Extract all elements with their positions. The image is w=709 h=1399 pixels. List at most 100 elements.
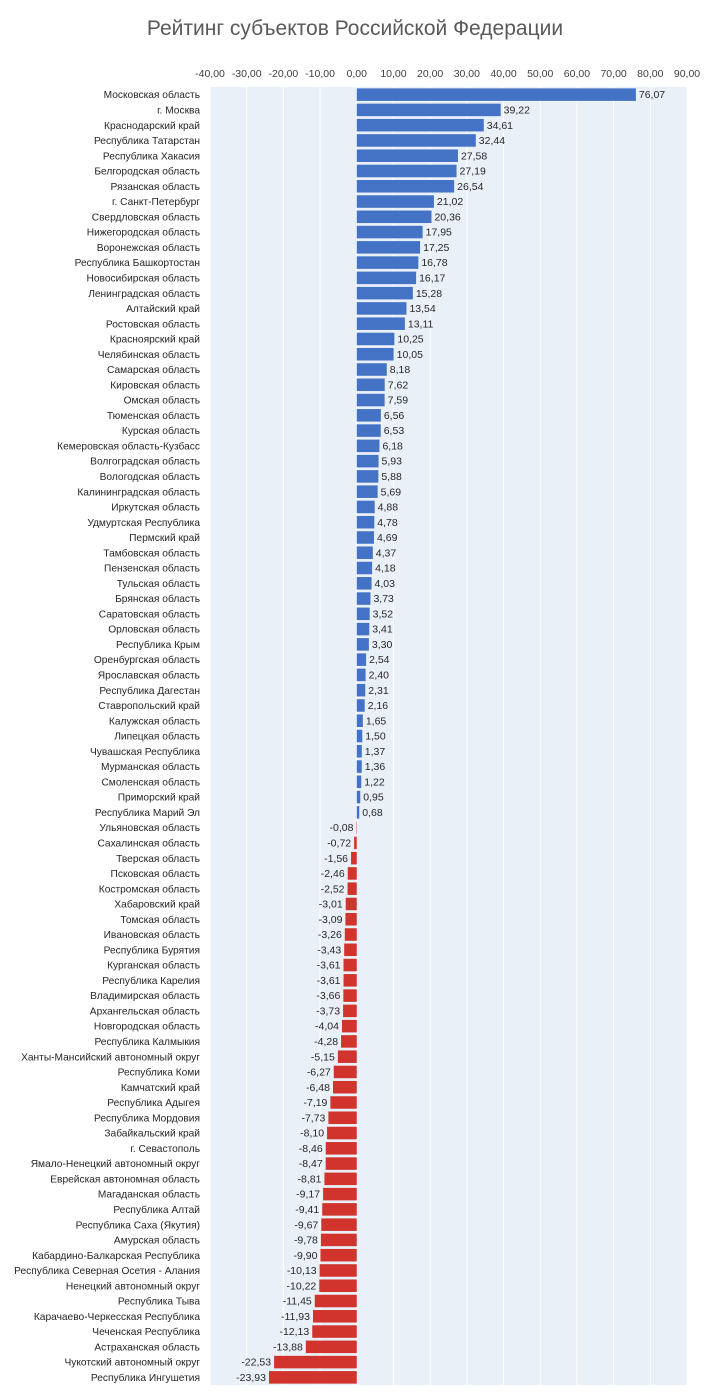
bar [320,1248,357,1262]
bar [356,409,381,422]
data-label: 10,05 [397,349,423,361]
bar [324,1172,357,1186]
data-label: 2,16 [368,700,389,712]
data-label: -3,61 [317,960,341,972]
category-label: Ярославская область [98,670,200,682]
data-label: 1,36 [365,761,386,773]
category-label: Республика Бурятия [104,944,200,956]
data-label: 4,78 [377,517,398,529]
category-label: Волгоградская область [90,456,200,468]
data-label: -0,08 [330,822,354,834]
data-label: -10,13 [287,1265,317,1277]
data-label: -23,93 [236,1372,266,1384]
x-tick-label: 60,00 [564,68,590,80]
data-label: 5,93 [382,456,403,468]
bar [274,1355,357,1369]
category-label: Забайкальский край [104,1128,200,1140]
bar [356,439,380,453]
category-label: Магаданская область [98,1189,200,1201]
data-label: -7,19 [303,1097,327,1109]
bar [323,1187,357,1201]
category-label: Республика Крым [116,639,200,651]
data-label: 3,30 [372,639,393,651]
category-label: Смоленская область [101,776,200,788]
bar [337,1050,357,1063]
data-label: -22,53 [241,1357,271,1369]
category-label: Тюменская область [107,410,200,422]
bar [356,302,407,315]
bar [343,1004,357,1018]
data-label: -4,04 [315,1021,339,1033]
category-label: Удмуртская Республика [87,517,200,529]
category-label: Чеченская Республика [92,1326,200,1338]
category-label: Чувашская Республика [90,746,200,758]
category-label: Республика Дагестан [99,685,200,697]
category-label: Ставропольский край [98,701,200,712]
data-label: 7,62 [388,379,409,391]
category-label: Республика Тыва [118,1296,200,1308]
data-label: 17,25 [423,242,449,254]
data-label: -3,26 [318,929,342,941]
bar [356,531,374,544]
bar [356,515,375,529]
category-label: Новгородская область [94,1021,200,1033]
data-label: -9,78 [294,1235,318,1247]
x-axis-ticks: -40,00 -30,00 -20,00 -10,00 0,00 10,00 20,00 30… [195,68,700,80]
bar [322,1203,357,1216]
category-label: Ивановская область [104,929,200,941]
bar [356,775,362,789]
category-label: Орловская область [108,624,200,636]
data-label: -4,28 [314,1036,338,1048]
bar [356,286,413,300]
data-label: 6,53 [384,425,405,437]
data-label: 39,22 [504,105,530,117]
bar [347,882,357,895]
data-label: 1,37 [365,746,386,758]
data-label: 1,50 [365,731,386,743]
data-label: 4,88 [378,502,399,514]
data-label: 0,95 [363,792,384,804]
x-tick-label: 30,00 [454,68,480,80]
bar [356,393,385,407]
bar [347,867,357,880]
bar [345,912,357,926]
bar [356,500,375,514]
category-label: Ульяновская область [99,822,200,834]
data-labels: 76,07 39,22 34,61 32,44 27,58 27,19 26,54 21,02… [236,89,665,1384]
data-label: 76,07 [639,89,665,101]
data-label: 4,03 [375,578,396,590]
category-label: Республика Башкортостан [75,257,200,269]
bar [344,943,357,957]
data-label: -5,15 [311,1051,335,1063]
category-label: Красноярский край [110,335,200,346]
category-label: Республика Коми [118,1067,200,1079]
data-label: 3,52 [373,608,394,620]
category-label: Кемеровская область-Кузбасс [57,440,200,452]
category-label: Курская область [122,425,200,437]
data-label: 6,56 [384,410,405,422]
category-label: Республика Татарстан [94,135,200,147]
bar [330,1096,357,1109]
bar [351,851,357,865]
category-label: Калужская область [109,715,200,727]
data-label: -3,61 [317,975,341,987]
x-tick-label: -10,00 [305,68,335,80]
bar [356,134,476,147]
bar [343,958,357,972]
bar [356,347,394,361]
category-label: Еврейская автономная область [50,1173,200,1185]
x-tick-label: 90,00 [674,68,700,80]
category-label: Ненецкий автономный округ [66,1281,200,1292]
data-label: 10,25 [397,334,423,346]
category-label: Приморский край [118,793,200,804]
bar [312,1310,357,1323]
bar [356,363,387,376]
bar [356,378,385,392]
category-label: Республика Мордовия [94,1112,200,1124]
data-label: 32,44 [479,135,505,147]
data-label: 27,58 [461,150,487,162]
data-label: 26,54 [457,181,483,193]
data-label: -7,73 [301,1112,325,1124]
category-label: Республика Северная Осетия - Алания [14,1265,200,1277]
data-label: 7,59 [388,395,409,407]
